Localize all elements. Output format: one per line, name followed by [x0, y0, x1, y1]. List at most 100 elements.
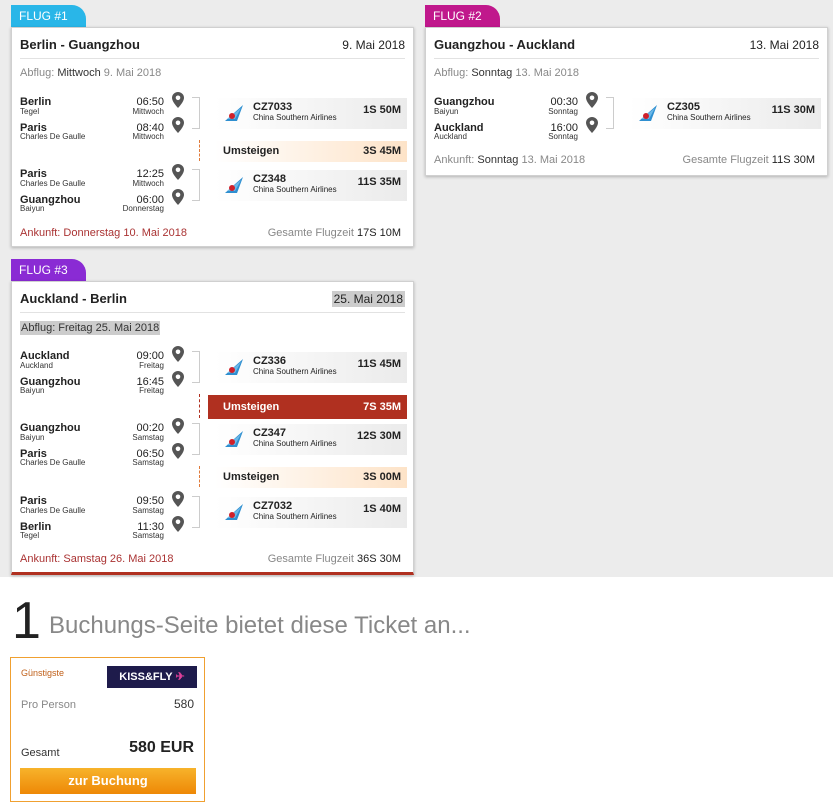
arr-time: 11:30 [137, 521, 164, 533]
airline-name: China Southern Airlines [253, 439, 337, 448]
arr-day: Sonntag [548, 132, 578, 141]
segment-bracket [192, 423, 200, 455]
segment-bracket [606, 97, 614, 129]
arr-day: Samstag [132, 531, 164, 540]
flight-segment-box[interactable]: CZ7032 China Southern Airlines 1S 40M [215, 497, 407, 528]
flight-segment-box[interactable]: CZ305 China Southern Airlines 11S 30M [629, 98, 821, 129]
flight-number: CZ348 [253, 173, 287, 185]
segment-bracket [192, 351, 200, 383]
flight-3-card: Auckland - Berlin 25. Mai 2018 Abflug: F… [11, 281, 414, 575]
flight-number: CZ7032 [253, 500, 293, 512]
segment-duration: 11S 30M [771, 104, 815, 116]
arrival-info: Ankunft: Samstag 26. Mai 2018 [20, 553, 174, 565]
to-airport: Charles De Gaulle [20, 458, 86, 467]
from-airport: Charles De Gaulle [20, 179, 86, 188]
segment-bracket [192, 97, 200, 129]
to-city: Berlin [20, 521, 52, 533]
to-airport: Baiyun [20, 386, 45, 395]
total-price: 580 EUR [129, 739, 194, 756]
arr-day: Samstag [132, 458, 164, 467]
dep-day: Mittwoch [132, 179, 164, 188]
total-flight-time: Gesamte Flugzeit 17S 10M [267, 227, 401, 239]
kissandfly-logo-icon[interactable]: KISS&FLY ✈ [107, 666, 197, 688]
map-pin-icon [172, 189, 184, 205]
flight-segment-box[interactable]: CZ336 China Southern Airlines 11S 45M [215, 352, 407, 383]
dep-time: 12:25 [136, 168, 164, 180]
layover-box: Umsteigen 3S 00M [215, 467, 407, 488]
route-title: Auckland - Berlin [20, 291, 127, 306]
arr-time: 16:45 [136, 376, 164, 388]
arr-day: Mittwoch [132, 132, 164, 141]
arr-time: 16:00 [550, 122, 578, 134]
from-airport: Auckland [20, 361, 53, 370]
flight-3-tag: FLUG #3 [11, 259, 86, 281]
layover-box: Umsteigen 7S 35M [208, 395, 407, 419]
segment-duration: 12S 30M [356, 430, 401, 442]
from-airport: Charles De Gaulle [20, 506, 86, 515]
segment-bracket [192, 496, 200, 528]
segment-duration: 11S 35M [357, 176, 401, 188]
total-label: Gesamt [21, 747, 60, 759]
airline-name: China Southern Airlines [667, 113, 751, 122]
flight-2-card: Guangzhou - Auckland 13. Mai 2018 Abflug… [425, 27, 828, 176]
map-pin-icon [172, 491, 184, 507]
arr-time: 06:00 [136, 194, 164, 206]
airline-name: China Southern Airlines [253, 185, 337, 194]
to-airport: Charles De Gaulle [20, 132, 86, 141]
map-pin-icon [172, 443, 184, 459]
flight-date: 13. Mai 2018 [749, 38, 819, 52]
segment-bracket [192, 169, 200, 201]
dep-day: Samstag [132, 506, 164, 515]
total-flight-time: Gesamte Flugzeit 36S 30M [267, 553, 401, 565]
per-person-label: Pro Person [21, 699, 77, 711]
map-pin-icon [586, 117, 598, 133]
layover-dash [199, 466, 200, 487]
flight-date: 25. Mai 2018 [331, 291, 405, 307]
map-pin-icon [172, 164, 184, 180]
layover-box: Umsteigen 3S 45M [215, 141, 407, 162]
from-airport: Tegel [20, 107, 40, 116]
to-city: Paris [20, 122, 47, 134]
divider [20, 58, 405, 59]
total-flight-time: Gesamte Flugzeit 11S 30M [682, 154, 815, 166]
segment-duration: 1S 50M [363, 104, 401, 116]
china-southern-logo-icon [225, 359, 243, 375]
china-southern-logo-icon [225, 177, 243, 193]
book-button[interactable]: zur Buchung [20, 768, 196, 794]
arrival-info: Ankunft: Donnerstag 10. Mai 2018 [20, 227, 187, 239]
booking-count: 1 [12, 592, 41, 650]
divider [434, 58, 819, 59]
flight-number: CZ347 [253, 427, 287, 439]
departure-info: Abflug: Sonntag 13. Mai 2018 [434, 67, 579, 79]
flight-date: 9. Mai 2018 [342, 38, 405, 52]
airline-name: China Southern Airlines [253, 367, 337, 376]
to-airport: Baiyun [20, 204, 45, 213]
from-city: Berlin [20, 96, 52, 108]
to-city: Auckland [434, 122, 484, 134]
china-southern-logo-icon [225, 105, 243, 121]
flight-segment-box[interactable]: CZ348 China Southern Airlines 11S 35M [215, 170, 407, 201]
to-city: Guangzhou [20, 194, 81, 206]
china-southern-logo-icon [639, 105, 657, 121]
map-pin-icon [172, 117, 184, 133]
arr-time: 06:50 [136, 448, 164, 460]
dep-day: Freitag [139, 361, 164, 370]
dep-time: 06:50 [136, 96, 164, 108]
dep-day: Sonntag [548, 107, 578, 116]
segment-duration: 1S 40M [363, 503, 401, 515]
to-city: Paris [20, 448, 47, 460]
departure-info: Abflug: Freitag 25. Mai 2018 [20, 321, 161, 335]
flight-1-tag: FLUG #1 [11, 5, 86, 27]
flight-number: CZ305 [667, 101, 701, 113]
airline-name: China Southern Airlines [253, 113, 337, 122]
dep-time: 00:30 [550, 96, 578, 108]
dep-time: 00:20 [136, 422, 164, 434]
route-title: Guangzhou - Auckland [434, 37, 576, 52]
flight-segment-box[interactable]: CZ347 China Southern Airlines 12S 30M [215, 424, 407, 455]
offer-card: Günstigste KISS&FLY ✈ Pro Person 580 Ges… [10, 657, 205, 802]
to-city: Guangzhou [20, 376, 81, 388]
layover-dash [199, 140, 200, 161]
flight-segment-box[interactable]: CZ7033 China Southern Airlines 1S 50M [215, 98, 407, 129]
arr-day: Freitag [139, 386, 164, 395]
per-person-price: 580 [173, 697, 194, 711]
